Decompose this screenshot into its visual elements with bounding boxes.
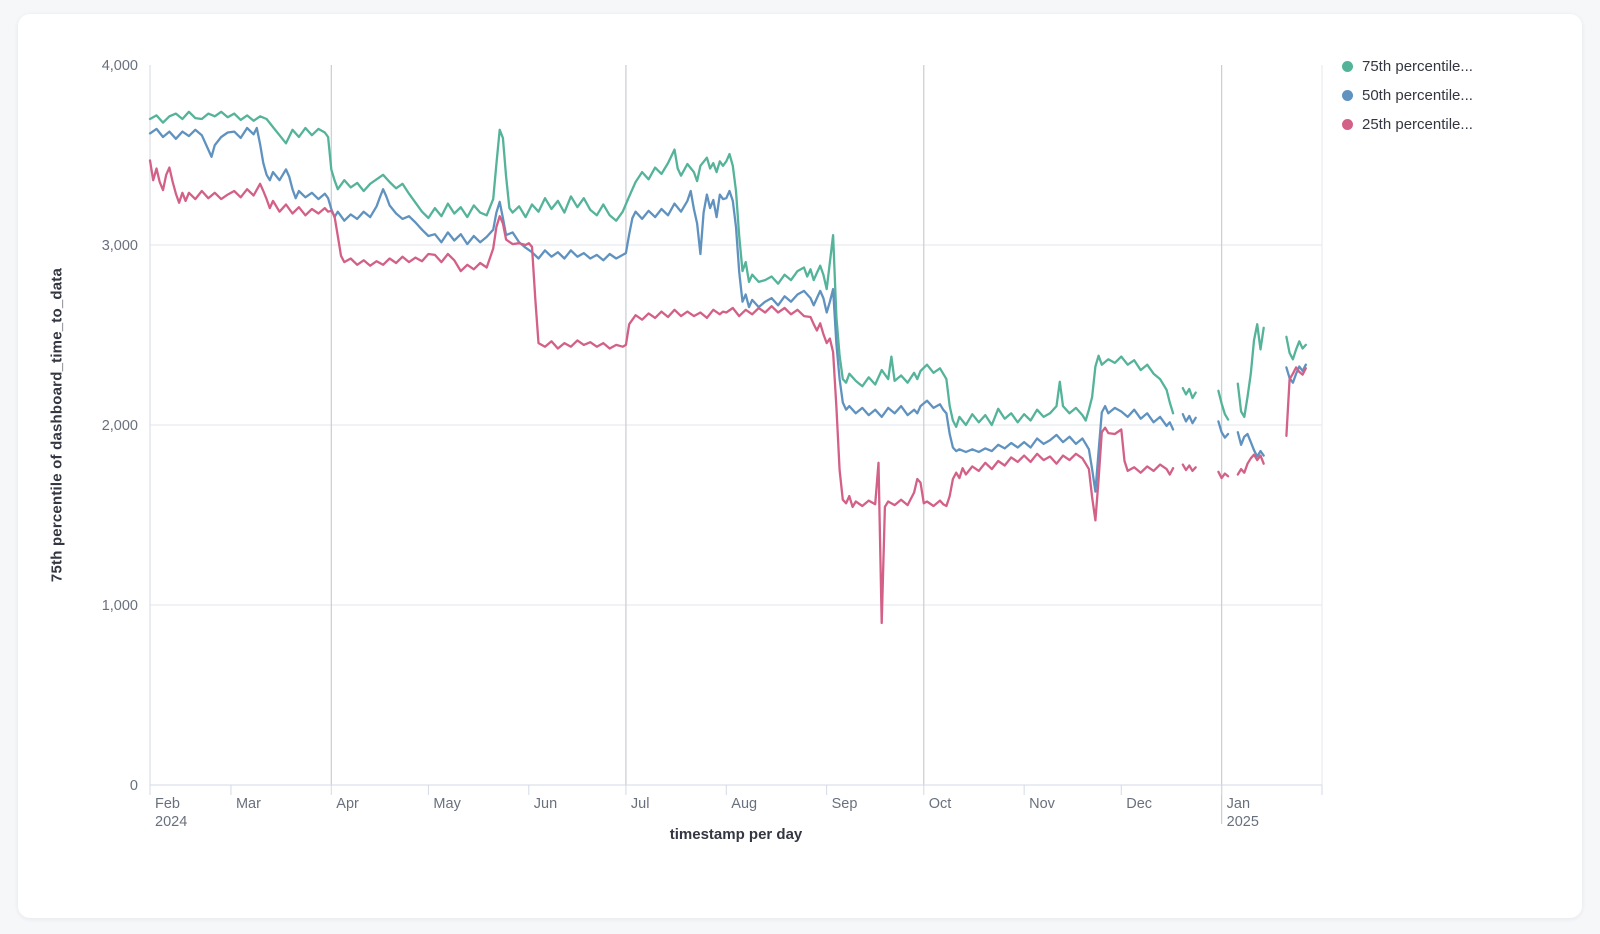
legend-item[interactable]: 50th percentile... [1342,87,1473,104]
x-tick-label: Jan [1227,796,1250,812]
legend-item[interactable]: 75th percentile... [1342,58,1473,75]
axis-spines [149,65,1323,786]
y-tick-label: 3,000 [102,238,138,254]
x-tick-label: Apr [336,796,359,812]
series-line-75th-percentile [148,110,1307,428]
legend-label: 25th percentile... [1362,116,1473,133]
y-gridlines [150,244,1322,606]
y-tick-label: 4,000 [102,58,138,74]
x-tick-label: Nov [1029,796,1056,812]
x-tick-label: Mar [236,796,261,812]
legend-dot-icon [1342,90,1353,101]
x-tick-sublabel: 2024 [155,814,187,830]
x-tick-label: Jul [631,796,650,812]
y-axis-title: 75th percentile of dashboard_time_to_dat… [48,267,66,583]
chart-legend: 75th percentile... 50th percentile... 25th… [1342,58,1473,133]
x-axis-labels: Feb 2024 Mar Apr May Jun Jul Aug Sep Oct Nov Dec Jan… [155,796,1259,830]
legend-dot-icon [1342,119,1353,130]
x-axis-title: timestamp per day [669,826,803,843]
x-tick-label: Dec [1126,796,1152,812]
x-tick-label: Jun [534,796,557,812]
legend-label: 50th percentile... [1362,87,1473,104]
quarter-gridlines [330,65,1223,824]
y-tick-label: 1,000 [102,598,138,614]
series-line-50th-percentile [148,126,1307,493]
x-tick-sublabel: 2025 [1227,814,1259,830]
x-tick-label: May [433,796,461,812]
y-axis-labels: 0 1,000 2,000 3,000 4,000 [102,58,138,794]
legend-dot-icon [1342,61,1353,72]
x-tick-label: Aug [731,796,757,812]
chart-card [18,14,1582,918]
y-tick-label: 2,000 [102,418,138,434]
legend-item[interactable]: 25th percentile... [1342,116,1473,133]
x-axis-ticks [149,785,1323,795]
y-tick-label: 0 [130,778,138,794]
x-tick-label: Sep [832,796,858,812]
x-tick-label: Oct [929,796,952,812]
x-tick-label: Feb [155,796,180,812]
series-line-25th-percentile [148,159,1307,625]
legend-label: 75th percentile... [1362,58,1473,75]
